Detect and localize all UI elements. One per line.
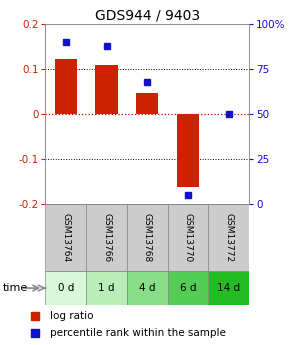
Text: GSM13770: GSM13770 [183, 213, 193, 262]
Text: 1 d: 1 d [98, 283, 115, 293]
Text: 0 d: 0 d [58, 283, 74, 293]
Bar [168, 204, 208, 271]
Text: 4 d: 4 d [139, 283, 156, 293]
Bar [168, 271, 208, 305]
Title: GDS944 / 9403: GDS944 / 9403 [95, 9, 200, 23]
Text: GSM13772: GSM13772 [224, 213, 233, 262]
Text: percentile rank within the sample: percentile rank within the sample [50, 328, 226, 338]
Bar [127, 271, 168, 305]
Bar [45, 204, 86, 271]
Text: GSM13764: GSM13764 [61, 213, 70, 262]
Bar [86, 271, 127, 305]
Bar [208, 204, 249, 271]
Bar [45, 271, 86, 305]
Text: 6 d: 6 d [180, 283, 196, 293]
Text: log ratio: log ratio [50, 311, 93, 321]
Bar [177, 114, 199, 187]
Bar [136, 93, 159, 114]
Bar [95, 66, 118, 114]
Text: GSM13768: GSM13768 [143, 213, 152, 262]
Text: time: time [3, 283, 28, 293]
Text: 14 d: 14 d [217, 283, 240, 293]
Bar [208, 271, 249, 305]
Bar [127, 204, 168, 271]
Bar [86, 204, 127, 271]
Bar [54, 59, 77, 114]
Text: GSM13766: GSM13766 [102, 213, 111, 262]
